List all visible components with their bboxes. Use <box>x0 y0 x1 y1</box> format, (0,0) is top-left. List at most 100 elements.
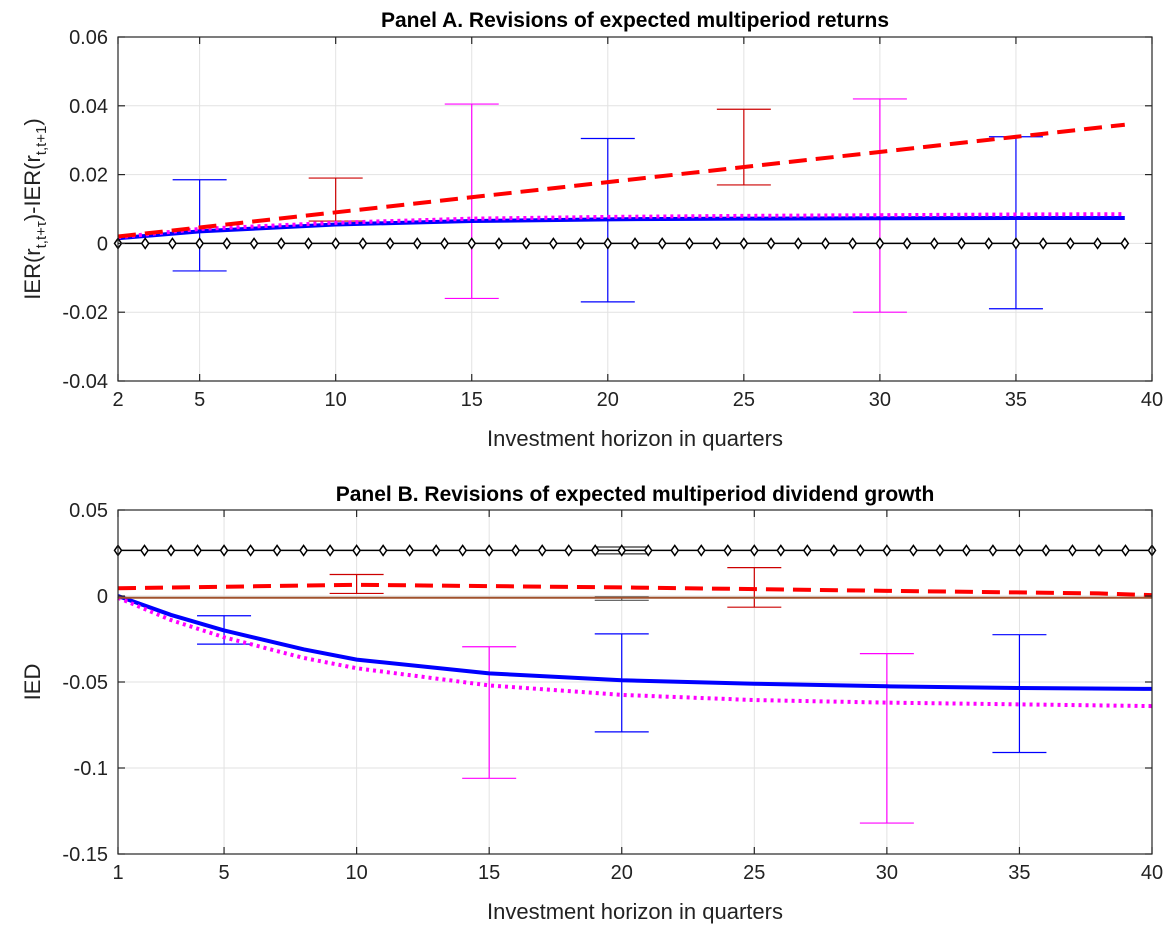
diamond-marker <box>793 237 803 250</box>
y-tick-label: 0 <box>97 233 108 255</box>
panel-b-ylabel: IED <box>20 664 45 701</box>
diamond-marker <box>696 544 706 557</box>
panel-b: Panel B. Revisions of expected multiperi… <box>20 483 1163 924</box>
x-tick-label: 35 <box>1008 862 1030 884</box>
x-tick-label: 2 <box>112 389 123 411</box>
series-line <box>117 212 1125 240</box>
diamond-marker <box>431 544 441 557</box>
x-tick-label: 20 <box>597 389 619 411</box>
diamond-marker <box>467 237 477 250</box>
x-tick-label: 5 <box>218 862 229 884</box>
x-tick-label: 10 <box>345 862 367 884</box>
diamond-marker <box>358 237 368 250</box>
diamond-marker <box>140 237 150 250</box>
error-bar <box>594 633 649 733</box>
diamond-marker <box>988 544 998 557</box>
diamond-marker <box>272 544 282 557</box>
y-tick-label: -0.05 <box>62 672 108 694</box>
diamond-marker <box>603 237 613 250</box>
x-tick-label: 10 <box>325 389 347 411</box>
error-bar <box>988 136 1043 310</box>
panel-a-xlabel: Investment horizon in quarters <box>487 426 783 451</box>
diamond-marker <box>564 544 574 557</box>
panel-a-ylabel-end: ) <box>20 118 45 125</box>
diamond-marker <box>848 237 858 250</box>
diamond-marker <box>1015 544 1024 557</box>
panel-a-frame <box>117 36 1153 382</box>
diamond-marker <box>195 237 205 250</box>
diamond-marker <box>1120 237 1130 250</box>
diamond-marker <box>458 544 468 557</box>
diamond-marker <box>657 237 667 250</box>
panel-b-xlabel: Investment horizon in quarters <box>487 899 783 924</box>
y-tick-label: 0 <box>97 586 108 608</box>
series-line <box>117 122 1126 239</box>
y-tick-label: 0.02 <box>69 165 108 187</box>
series-line <box>117 215 1125 241</box>
diamond-marker <box>222 237 232 250</box>
x-tick-label: 15 <box>461 389 483 411</box>
x-tick-label: 15 <box>478 862 500 884</box>
diamond-marker <box>776 544 786 557</box>
diamond-marker <box>957 237 966 250</box>
series-line <box>117 594 1153 691</box>
diamond-marker <box>576 237 585 250</box>
error-bar <box>329 573 384 595</box>
x-tick-label: 40 <box>1141 862 1163 884</box>
diamond-marker <box>537 544 547 557</box>
diamond-marker <box>352 544 362 557</box>
error-bar <box>444 103 499 300</box>
diamond-marker <box>521 237 531 250</box>
diamond-marker <box>412 237 422 250</box>
diamond-marker <box>929 237 939 250</box>
diamond-marker <box>440 237 449 250</box>
diamond-marker <box>511 544 521 557</box>
diamond-marker <box>908 544 918 557</box>
diamond-marker <box>405 544 415 557</box>
y-tick-label: -0.04 <box>62 371 108 393</box>
diamond-marker <box>193 544 202 557</box>
diamond-marker <box>166 544 176 557</box>
diamond-marker <box>902 237 912 250</box>
x-tick-label: 20 <box>611 862 633 884</box>
diamond-marker <box>935 544 945 557</box>
x-tick-label: 30 <box>869 389 891 411</box>
diamond-marker <box>802 544 812 557</box>
panel-a-ylabel-mid: )-IER(r <box>20 155 45 221</box>
diamond-marker <box>1011 237 1021 250</box>
x-tick-label: 1 <box>112 862 123 884</box>
diamond-marker <box>140 544 149 557</box>
panel-a-grid <box>117 36 1153 382</box>
x-tick-label: 25 <box>743 862 765 884</box>
diamond-marker <box>766 237 776 250</box>
diamond-marker <box>304 237 313 250</box>
diamond-marker <box>331 237 341 250</box>
diamond-marker <box>494 237 504 250</box>
error-bar <box>716 108 771 186</box>
diamond-marker <box>548 237 558 250</box>
error-bar <box>462 646 517 779</box>
diamond-marker <box>749 544 759 557</box>
panel-a-ylabel-main: IER(r <box>20 248 45 299</box>
diamond-marker <box>590 544 600 557</box>
diamond-marker <box>617 544 627 557</box>
panel-a-title: Panel A. Revisions of expected multiperi… <box>381 9 889 32</box>
y-tick-label: -0.02 <box>62 302 108 324</box>
diamond-marker <box>685 237 694 250</box>
diamond-marker <box>168 237 177 250</box>
diamond-marker <box>723 544 733 557</box>
diamond-marker <box>246 544 255 557</box>
diamond-marker <box>882 544 892 557</box>
panel-b-plot-area <box>113 544 1157 824</box>
diamond-marker <box>984 237 994 250</box>
diamond-marker <box>855 544 865 557</box>
series-line <box>117 595 1153 709</box>
diamond-marker <box>325 544 335 557</box>
diamond-marker <box>385 237 395 250</box>
diamond-marker <box>821 237 830 250</box>
error-bar <box>859 653 914 824</box>
y-tick-label: 0.06 <box>69 27 108 49</box>
